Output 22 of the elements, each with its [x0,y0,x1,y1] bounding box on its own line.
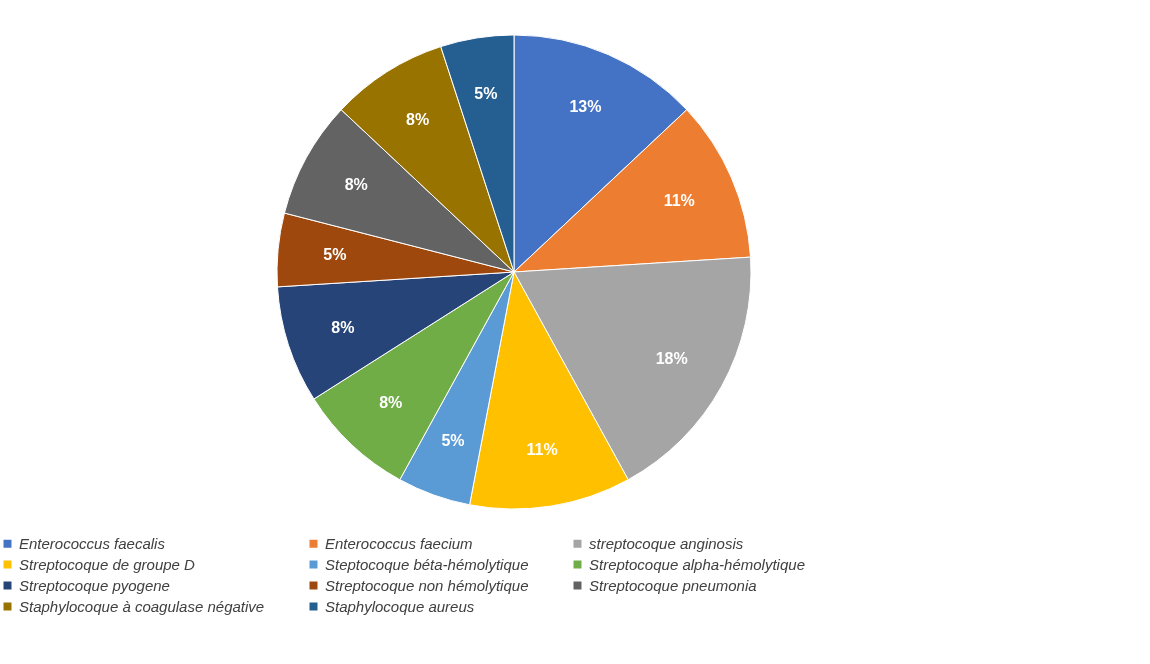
data-label: 5% [474,85,498,103]
legend-label: Streptocoque alpha-hémolytique [589,555,805,573]
data-label: 8% [344,176,368,194]
data-label: 5% [441,432,465,450]
legend-label: Streptocoque pyogene [19,576,170,594]
data-label: 5% [323,246,347,264]
legend-label: Streptocoque non hémolytique [325,576,529,594]
legend-label: Staphylocoque aureus [325,597,475,615]
legend-label: Staphylocoque à coagulase négative [19,597,265,615]
data-label: 8% [331,318,355,336]
legend-label: Streptocoque pneumonia [589,576,757,594]
legend-label: streptocoque anginosis [589,534,744,552]
data-label: 11% [663,191,695,209]
data-label: 8% [379,394,403,412]
legend-label: Enterococcus faecalis [19,534,166,552]
data-label: 8% [405,111,430,129]
legend-label: Steptocoque béta-hémolytique [325,555,529,573]
data-label: 13% [569,97,602,115]
data-label: 18% [655,349,688,367]
data-label: 11% [526,440,558,458]
legend-label: Streptocoque de groupe D [19,555,196,573]
legend-label: Enterococcus faecium [325,534,473,552]
